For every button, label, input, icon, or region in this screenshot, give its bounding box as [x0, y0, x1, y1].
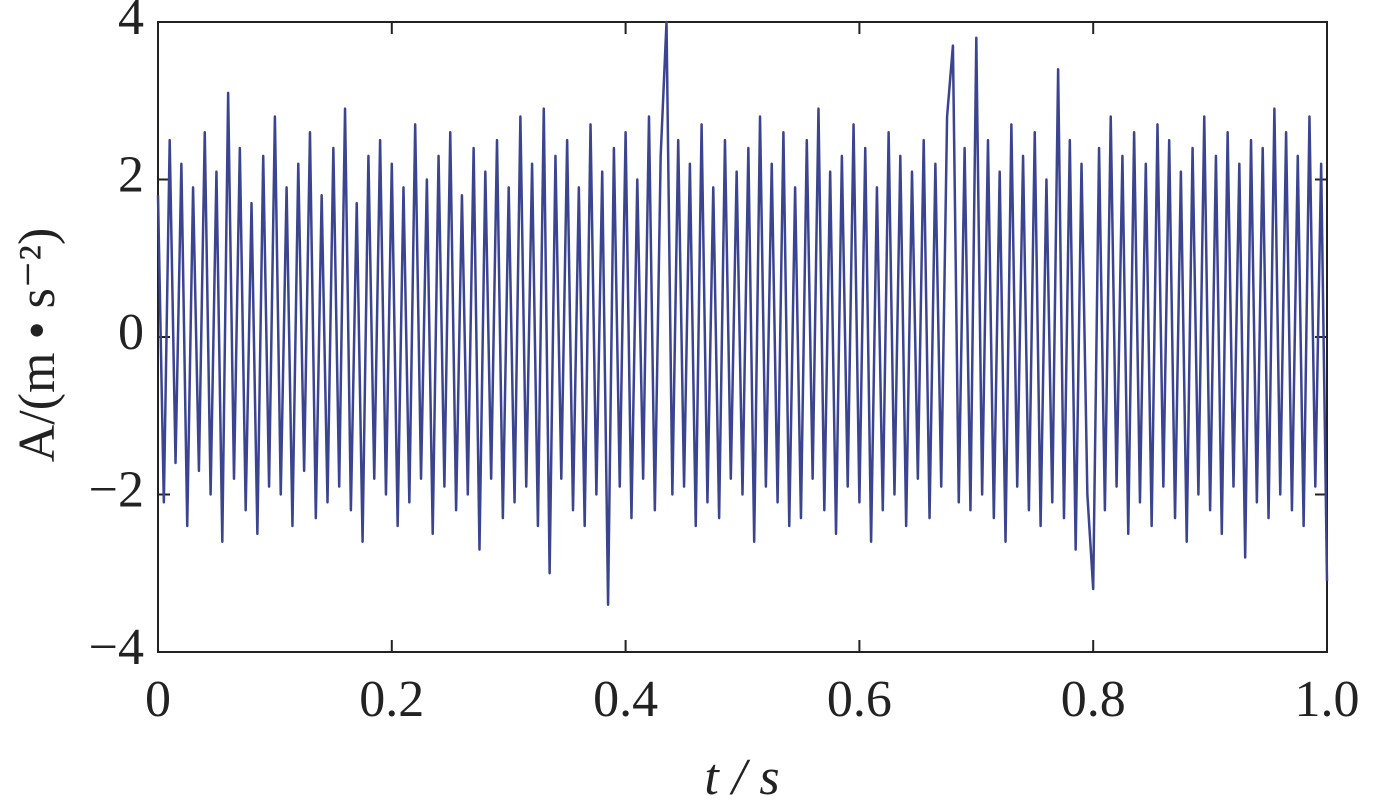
signal-line	[156, 20, 1329, 606]
x-tick-label: 1.0	[1295, 671, 1360, 728]
x-tick-label: 0.6	[827, 671, 892, 728]
y-tick-label: 4	[118, 0, 144, 46]
y-axis-label: A/(m • s⁻²)	[9, 228, 66, 463]
y-tick-label: −4	[89, 619, 144, 676]
y-tick-label: 2	[118, 146, 144, 203]
x-tick-label: 0.4	[593, 671, 658, 728]
x-tick-label: 0	[145, 671, 171, 728]
plot-frame	[157, 21, 1328, 653]
y-tick-label: −2	[89, 461, 144, 518]
y-tick-label: 0	[118, 304, 144, 361]
x-tick-label: 0.2	[359, 671, 424, 728]
x-tick-label: 0.8	[1061, 671, 1126, 728]
x-axis-label: t / s	[704, 749, 779, 806]
